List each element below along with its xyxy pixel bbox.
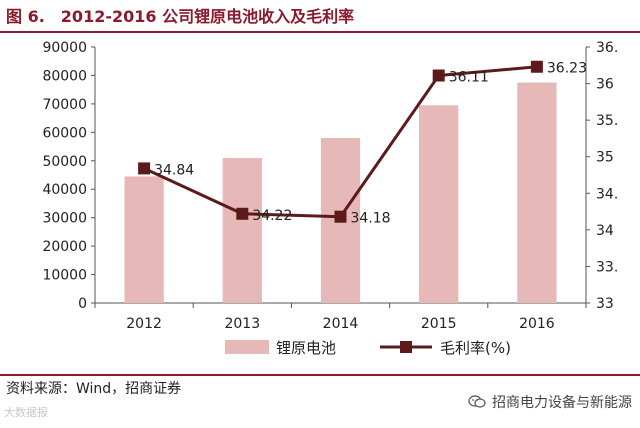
- figure-label: 图 6.: [6, 7, 45, 26]
- legend-line-label: 毛利率(%): [440, 339, 511, 357]
- figure-header: 图 6. 2012-2016 公司锂原电池收入及毛利率: [0, 0, 640, 30]
- legend-bar-label: 锂原电池: [276, 339, 336, 357]
- x-tick-label: 2014: [323, 316, 359, 332]
- line-point: [236, 207, 249, 220]
- watermark-left: 大数据报: [4, 406, 48, 419]
- bar: [222, 157, 262, 303]
- bar: [517, 82, 557, 303]
- right-tick-label: 34.: [596, 186, 618, 202]
- right-tick-label: 36: [596, 77, 614, 93]
- right-tick-label: 34: [596, 223, 614, 239]
- x-tick-label: 2016: [519, 316, 555, 332]
- line-point: [432, 69, 445, 82]
- left-tick-label: 0: [78, 296, 87, 312]
- left-tick-label: 20000: [42, 239, 87, 255]
- left-tick-label: 80000: [42, 68, 87, 84]
- left-tick-label: 50000: [42, 154, 87, 170]
- right-tick-label: 35.: [596, 113, 618, 129]
- wechat-icon: [468, 395, 486, 409]
- line-data-label: 36.11: [449, 70, 489, 86]
- title-divider: [0, 31, 640, 33]
- right-tick-label: 35: [596, 150, 614, 166]
- left-tick-label: 90000: [42, 40, 87, 56]
- right-tick-label: 36.: [596, 40, 618, 56]
- left-tick-label: 10000: [42, 268, 87, 284]
- x-tick-label: 2015: [421, 316, 457, 332]
- chart-title: 2012-2016 公司锂原电池收入及毛利率: [60, 7, 355, 26]
- left-tick-label: 60000: [42, 125, 87, 141]
- combo-chart: 0 10000 20000 30000 40000 50000 60000 70000 8000…: [42, 40, 618, 357]
- line-point: [138, 162, 151, 175]
- bar: [419, 105, 459, 303]
- left-tick-label: 40000: [42, 182, 87, 198]
- x-tick-label: 2012: [126, 316, 162, 332]
- watermark-right: 招商电力设备与新能源: [468, 392, 632, 412]
- line-point: [334, 210, 347, 223]
- right-tick-label: 33: [596, 296, 614, 312]
- bar: [124, 176, 164, 303]
- footer-divider: [0, 374, 640, 376]
- line-data-label: 34.18: [351, 211, 391, 227]
- source-note: 资料来源：Wind，招商证券: [6, 381, 182, 397]
- watermark-right-text: 招商电力设备与新能源: [492, 395, 632, 411]
- x-tick-label: 2013: [224, 316, 260, 332]
- legend-bar-swatch: [225, 340, 269, 354]
- line-point: [530, 60, 543, 73]
- line-data-label: 34.84: [154, 162, 194, 178]
- left-tick-label: 70000: [42, 97, 87, 113]
- line-data-label: 36.23: [547, 61, 587, 77]
- right-tick-label: 33.: [596, 259, 618, 275]
- legend-line-marker: [400, 341, 412, 353]
- line-data-label: 34.22: [252, 208, 292, 224]
- left-tick-label: 30000: [42, 211, 87, 227]
